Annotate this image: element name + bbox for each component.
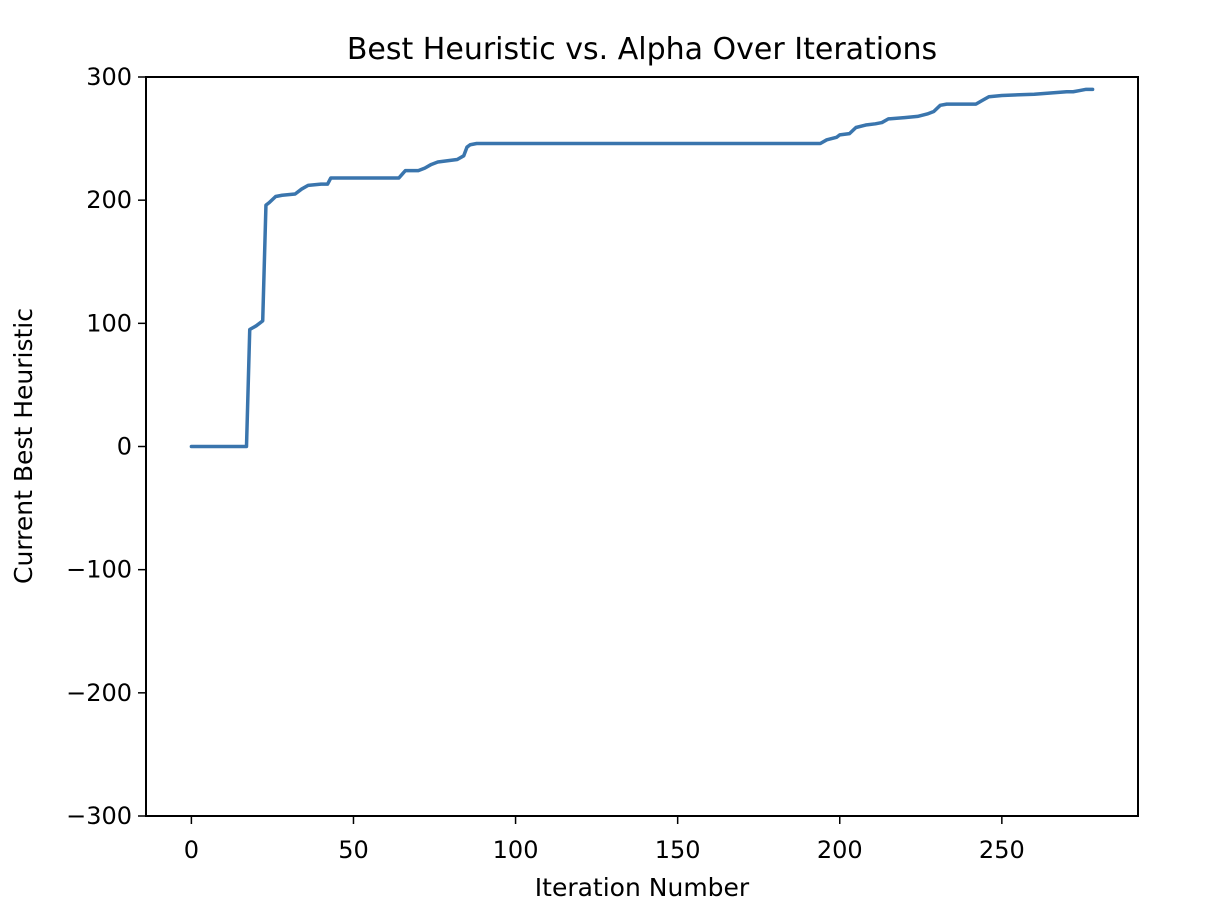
y-tick-label: 0 (117, 433, 132, 461)
y-tick-label: 100 (86, 309, 132, 337)
series-line-0 (189, 87, 1095, 449)
x-axis-label: Iteration Number (535, 873, 750, 902)
x-tick-label: 200 (817, 836, 863, 864)
x-tick-label: 0 (184, 836, 199, 864)
y-tick-label: −300 (66, 802, 132, 830)
y-tick-label: 200 (86, 186, 132, 214)
x-tick-label: 50 (338, 836, 369, 864)
y-axis-label: Current Best Heuristic (9, 308, 38, 584)
y-tick-label: −100 (66, 556, 132, 584)
series-layer (189, 87, 1095, 449)
plot-frame (145, 76, 1139, 817)
y-tick-label: 300 (86, 63, 132, 91)
x-tick-label: 150 (655, 836, 701, 864)
y-tick-label: −200 (66, 679, 132, 707)
ticks-layer: 0 50 100 150 200 250 −300 −200 −100 0 100 200 300 (66, 63, 1025, 864)
x-tick-label: 250 (979, 836, 1025, 864)
x-tick-label: 100 (493, 836, 539, 864)
chart-title: Best Heuristic vs. Alpha Over Iterations (347, 32, 937, 67)
